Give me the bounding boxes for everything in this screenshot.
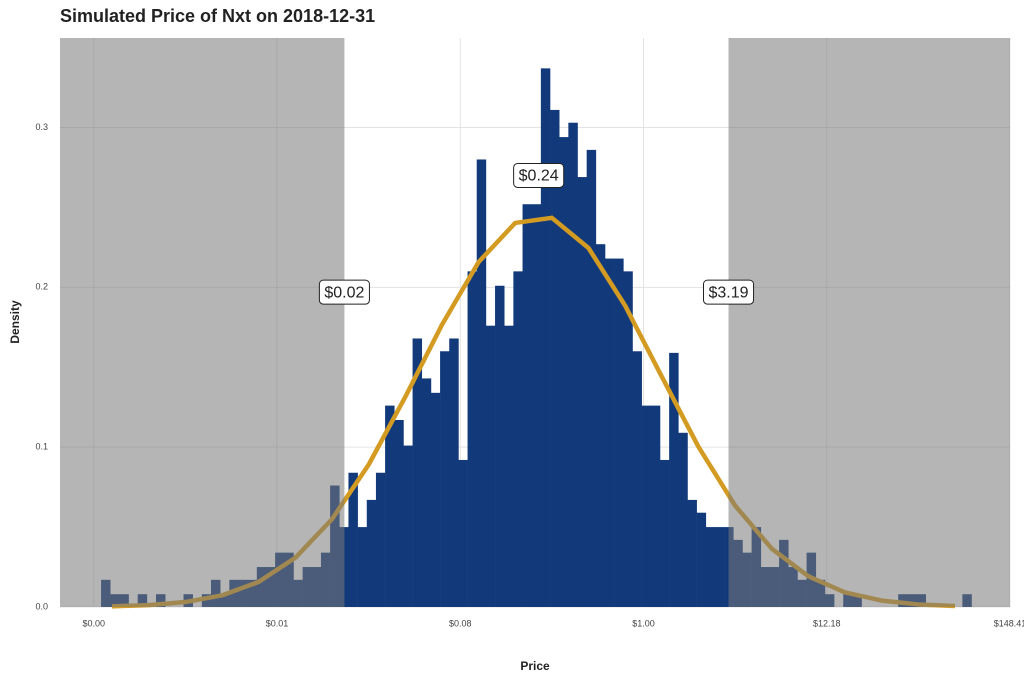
bar (595, 244, 606, 607)
bar (650, 405, 661, 607)
bar (632, 351, 642, 607)
annotation-box (513, 162, 565, 188)
x-tick-label: $12.18 (813, 618, 841, 628)
bar (513, 271, 523, 607)
bar (531, 204, 542, 607)
y-tick-label: 0.0 (35, 601, 48, 611)
bar (550, 109, 560, 607)
bar (449, 338, 459, 607)
bar (577, 177, 587, 607)
bar (678, 432, 688, 607)
bar (458, 459, 468, 607)
chart-title: Simulated Price of Nxt on 2018-12-31 (60, 6, 375, 26)
bar (568, 122, 578, 608)
bar (357, 527, 368, 607)
x-tick-label: $148.41 (994, 618, 1024, 628)
bar (485, 325, 496, 607)
bar (394, 419, 404, 607)
bar (705, 527, 716, 607)
bar (421, 378, 432, 607)
annotation-box (318, 279, 370, 305)
x-axis-label: Price (520, 659, 550, 673)
bar (476, 159, 487, 607)
bar (623, 271, 633, 607)
y-tick-label: 0.2 (35, 282, 48, 292)
bar (467, 271, 478, 607)
x-tick-label: $1.00 (632, 618, 655, 628)
bar (559, 137, 569, 607)
x-tick-label: $0.01 (266, 618, 289, 628)
bar (586, 149, 597, 607)
bar (522, 204, 533, 607)
annotation-label: $3.19 (708, 284, 748, 301)
bar (687, 499, 697, 607)
bar (504, 325, 514, 607)
bar (641, 405, 652, 607)
bar (412, 338, 423, 607)
bar (403, 445, 413, 607)
bar (385, 405, 395, 607)
bar (495, 285, 505, 607)
bar (659, 459, 670, 607)
annotation-label: $0.24 (519, 168, 559, 185)
bar (430, 392, 441, 607)
x-tick-label: $0.00 (82, 618, 105, 628)
bar (714, 527, 725, 607)
annotation-box (702, 279, 755, 305)
x-tick-label: $0.08 (449, 618, 472, 628)
bar (348, 472, 358, 607)
bar (366, 499, 377, 607)
annotation-label: $0.02 (324, 284, 364, 301)
shaded-region (728, 38, 1010, 607)
y-axis-label: Density (8, 300, 22, 344)
bar (605, 258, 615, 607)
y-tick-label: 0.3 (35, 122, 48, 132)
y-tick-label: 0.1 (35, 442, 48, 452)
shaded-region (60, 38, 345, 607)
bar (696, 512, 707, 607)
bar (540, 68, 551, 607)
bar (614, 258, 624, 607)
bar (669, 352, 679, 607)
bar (375, 472, 386, 607)
bar (440, 351, 450, 607)
